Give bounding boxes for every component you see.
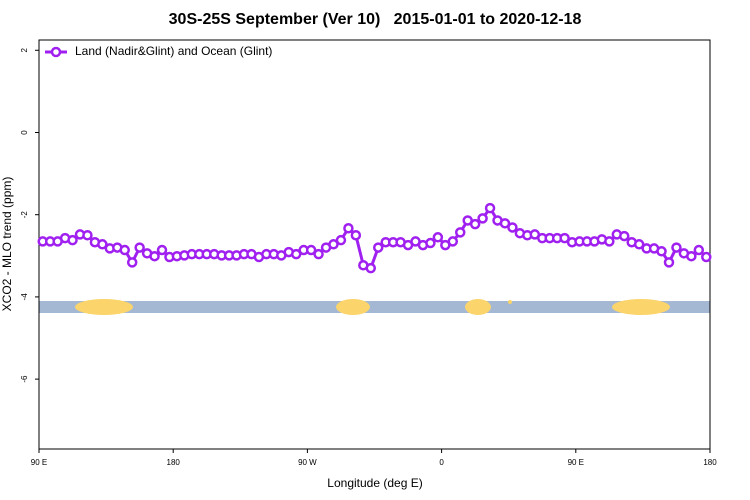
land-patch bbox=[75, 299, 133, 315]
x-tick-label: 90 E bbox=[568, 458, 584, 467]
data-point bbox=[507, 222, 518, 233]
data-point bbox=[305, 244, 317, 256]
data-point bbox=[67, 234, 78, 246]
x-tick-label: 0 bbox=[439, 458, 444, 467]
land-patch bbox=[612, 299, 670, 315]
data-point bbox=[290, 248, 302, 260]
y-tick-label: -2 bbox=[20, 211, 29, 219]
data-point bbox=[350, 230, 362, 241]
legend-label: Land (Nadir&Glint) and Ocean (Glint) bbox=[75, 44, 272, 58]
data-point bbox=[454, 227, 466, 238]
data-point bbox=[447, 236, 459, 247]
data-point bbox=[365, 262, 377, 274]
land-patch bbox=[508, 300, 512, 304]
data-point bbox=[671, 242, 682, 253]
data-point bbox=[126, 257, 138, 268]
y-tick-label: 2 bbox=[20, 48, 29, 53]
data-point bbox=[97, 239, 108, 250]
data-point bbox=[313, 248, 324, 260]
data-point bbox=[134, 242, 145, 253]
y-tick-label: -6 bbox=[20, 375, 29, 383]
legend-marker bbox=[50, 46, 62, 58]
data-point bbox=[484, 202, 496, 214]
data-point bbox=[425, 237, 436, 249]
data-point bbox=[656, 246, 667, 257]
data-point bbox=[343, 223, 354, 234]
data-point bbox=[469, 218, 481, 230]
x-tick-label: 180 bbox=[703, 458, 717, 467]
x-axis-label: Longitude (deg E) bbox=[327, 476, 422, 490]
data-point bbox=[693, 244, 705, 256]
land-patch bbox=[336, 299, 370, 315]
data-point bbox=[372, 242, 384, 253]
y-axis-label: XCO2 - MLO trend (ppm) bbox=[0, 177, 14, 312]
data-point bbox=[477, 213, 488, 224]
land-patch bbox=[465, 299, 491, 315]
data-point bbox=[156, 244, 168, 256]
data-point bbox=[701, 251, 712, 263]
ocean-band bbox=[39, 301, 710, 313]
x-tick-label: 180 bbox=[167, 458, 181, 467]
data-point bbox=[686, 250, 697, 262]
data-point bbox=[335, 234, 347, 246]
data-point bbox=[328, 239, 339, 250]
data-point bbox=[119, 244, 130, 256]
data-point bbox=[432, 232, 444, 243]
chart-title: 30S-25S September (Ver 10) 2015-01-01 to… bbox=[169, 11, 582, 28]
x-tick-label: 90 E bbox=[31, 458, 47, 467]
data-point bbox=[604, 236, 615, 247]
y-tick-label: -4 bbox=[20, 293, 29, 301]
x-tick-label: 90 W bbox=[298, 458, 317, 467]
y-tick-label: 0 bbox=[20, 130, 29, 135]
data-point bbox=[663, 257, 675, 268]
data-point bbox=[619, 230, 630, 242]
surface-band bbox=[39, 299, 710, 315]
data-point bbox=[499, 218, 511, 229]
data-point bbox=[149, 250, 160, 262]
data-point bbox=[559, 232, 570, 244]
data-point bbox=[633, 239, 645, 250]
data-point bbox=[82, 230, 93, 241]
